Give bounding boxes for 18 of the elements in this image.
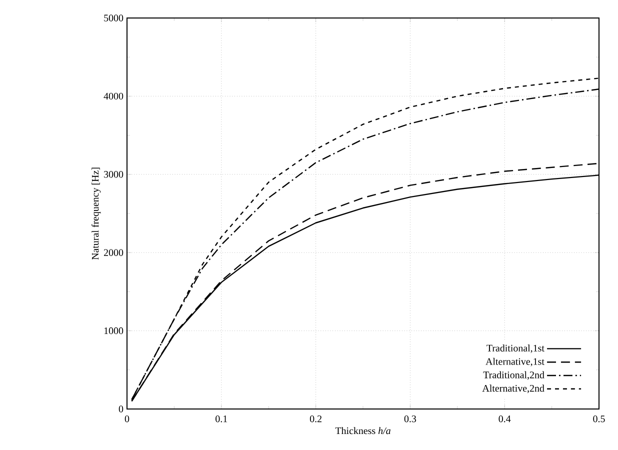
x-tick-label: 0 [124, 415, 130, 422]
y-tick-label: 1000 [104, 327, 124, 334]
x-tick-label: 0.3 [404, 415, 416, 422]
y-axis-title: Natural frequency [Hz] [92, 168, 101, 260]
legend-label: Traditional,1st [486, 344, 544, 353]
x-tick-label: 0.4 [498, 415, 511, 422]
x-axis-title: Thickness h/a [335, 427, 390, 434]
legend-label: Alternative,2nd [482, 384, 544, 394]
x-tick-label: 0.2 [310, 415, 322, 422]
y-tick-label: 3000 [104, 171, 124, 178]
y-tick-label: 4000 [104, 92, 124, 100]
legend-label: Traditional,2nd [483, 371, 544, 380]
y-tick-label: 0 [118, 406, 124, 412]
y-tick-label: 2000 [104, 249, 124, 256]
x-tick-label: 0.5 [593, 415, 605, 422]
legend-label: Alternative,1st [486, 358, 544, 366]
y-tick-label: 5000 [104, 14, 124, 22]
x-tick-label: 0.1 [216, 415, 228, 422]
